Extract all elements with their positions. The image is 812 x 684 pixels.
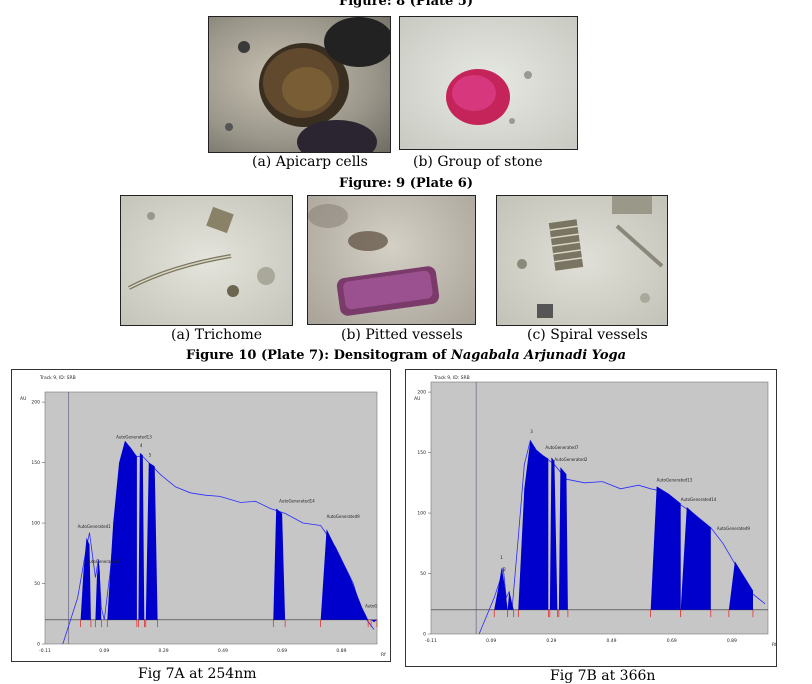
peak-label: AutoGenerated9 [717,526,751,531]
peak-label: AutoGenerated13 [657,478,693,483]
figure-10-title: Figure 10 (Plate 7): Densitogram of Naga… [0,348,812,363]
peak-area [95,559,102,620]
peak-area [558,467,568,610]
peak-label: 2 [503,567,506,572]
x-axis-label: Rf [772,642,776,648]
y-axis-label: AU [20,396,26,402]
y-tick-label: 200 [31,400,40,406]
peak-area [650,486,681,610]
y-axis-label: AU [414,396,420,402]
caption-trichome: (a) Trichome [171,327,263,343]
peak-label: 3 [530,429,533,434]
y-tick-label: 150 [417,450,426,456]
chart-header: Track 9, ID: SRB [433,375,470,381]
peak-label: AutoGenerated2 [87,559,121,564]
peak-area [273,508,286,620]
peak-area [549,457,558,610]
x-tick-label: 0.09 [99,648,109,654]
figure-9-title: Figure: 9 (Plate 6) [338,176,473,191]
y-tick-label: 50 [34,581,40,587]
photo-apicarp-cells [208,16,391,153]
peak-area [107,440,137,620]
caption-pitted-vessels: (b) Pitted vessels [341,327,463,343]
peak-label: AutoGenerated7 [545,445,579,450]
x-tick-label: 0.69 [667,638,677,644]
x-tick-label: 0.09 [486,638,496,644]
apicarp-cells-image [225,17,390,152]
peak-area [728,561,753,610]
peak-label: 1 [500,555,503,560]
y-tick-label: 100 [417,511,426,517]
caption-fig-7b: Fig 7B at 366n [550,668,656,684]
group-of-stone-image [446,69,532,125]
x-axis-label: Rf [381,652,386,658]
caption-fig-7a: Fig 7A at 254nm [138,666,257,682]
x-tick-label: 0.89 [336,648,346,654]
peak-label: AutoGenerated14 [279,498,315,503]
spiral-vessels-image [517,196,664,318]
densitogram-a: Track 9, ID: SRB AU Rf 200 150 100 50 0 -0.11 0.0… [11,369,391,662]
peak-label: AutoGenerated2 [554,457,588,462]
x-tick-label: 0.49 [218,648,228,654]
y-tick-label: 200 [417,390,426,396]
peak-area [680,507,711,610]
x-tick-label: 0.29 [546,638,556,644]
peak-area [494,567,508,610]
peak-area [518,440,549,610]
peak-label: AutoGenerated14 [681,497,717,502]
figure-10-title-italic: Nagabala Arjunadi Yoga [450,348,627,363]
photo-group-of-stone [399,16,578,150]
densitogram-trace [62,443,375,645]
peak-area [80,537,91,620]
x-tick-label: -0.11 [425,638,437,644]
peak-area [371,619,377,623]
y-tick-label: 100 [31,521,40,527]
caption-spiral-vessels: (c) Spiral vessels [527,327,648,343]
peak-area [320,529,369,620]
peak-label: AutoGenerated1 [78,524,112,529]
peak-area [507,591,514,610]
y-tick-label: 0 [37,642,40,648]
peak-label: 4 [140,443,143,448]
x-tick-label: 0.49 [607,638,617,644]
plot-area [430,381,769,635]
densitogram-b-svg: Track 9, ID: SRB AU Rf 200 150 100 50 0-0.11 0.0… [414,375,776,648]
peak-label: AutoG [365,604,377,609]
figure-8-title: Figure: 8 (Plate 5) [338,0,473,9]
peak-label: 5 [149,453,152,458]
densitogram-a-svg: Track 9, ID: SRB AU Rf 200 150 100 50 0-0.11 0.0… [20,375,386,658]
caption-apicarp-cells: (a) Apicarp cells [252,154,368,170]
chart-header: Track 9, ID: SRB [39,375,76,381]
photo-pitted-vessels [307,195,476,325]
densitogram-b: Track 9, ID: SRB AU Rf 200 150 100 50 0 -0.11 0.0… [405,369,777,667]
photo-trichome [120,195,293,326]
y-tick-label: 50 [420,571,426,577]
photo-spiral-vessels [496,195,668,326]
x-tick-label: 0.89 [727,638,737,644]
trichome-image [128,206,275,297]
peak-area [138,452,145,620]
pitted-vessels-image [308,204,440,316]
y-tick-label: 150 [31,460,40,466]
x-tick-label: -0.11 [39,648,51,654]
peak-label: AutoGenerated13 [116,434,152,439]
x-tick-label: 0.69 [277,648,287,654]
x-tick-label: 0.29 [159,648,169,654]
caption-group-of-stone: (b) Group of stone [413,154,543,170]
figure-10-title-text: Figure 10 (Plate 7): Densitogram of [185,348,451,363]
peak-area [145,462,158,620]
peak-label: AutoGenerated9 [327,514,361,519]
y-tick-label: 0 [423,632,426,638]
